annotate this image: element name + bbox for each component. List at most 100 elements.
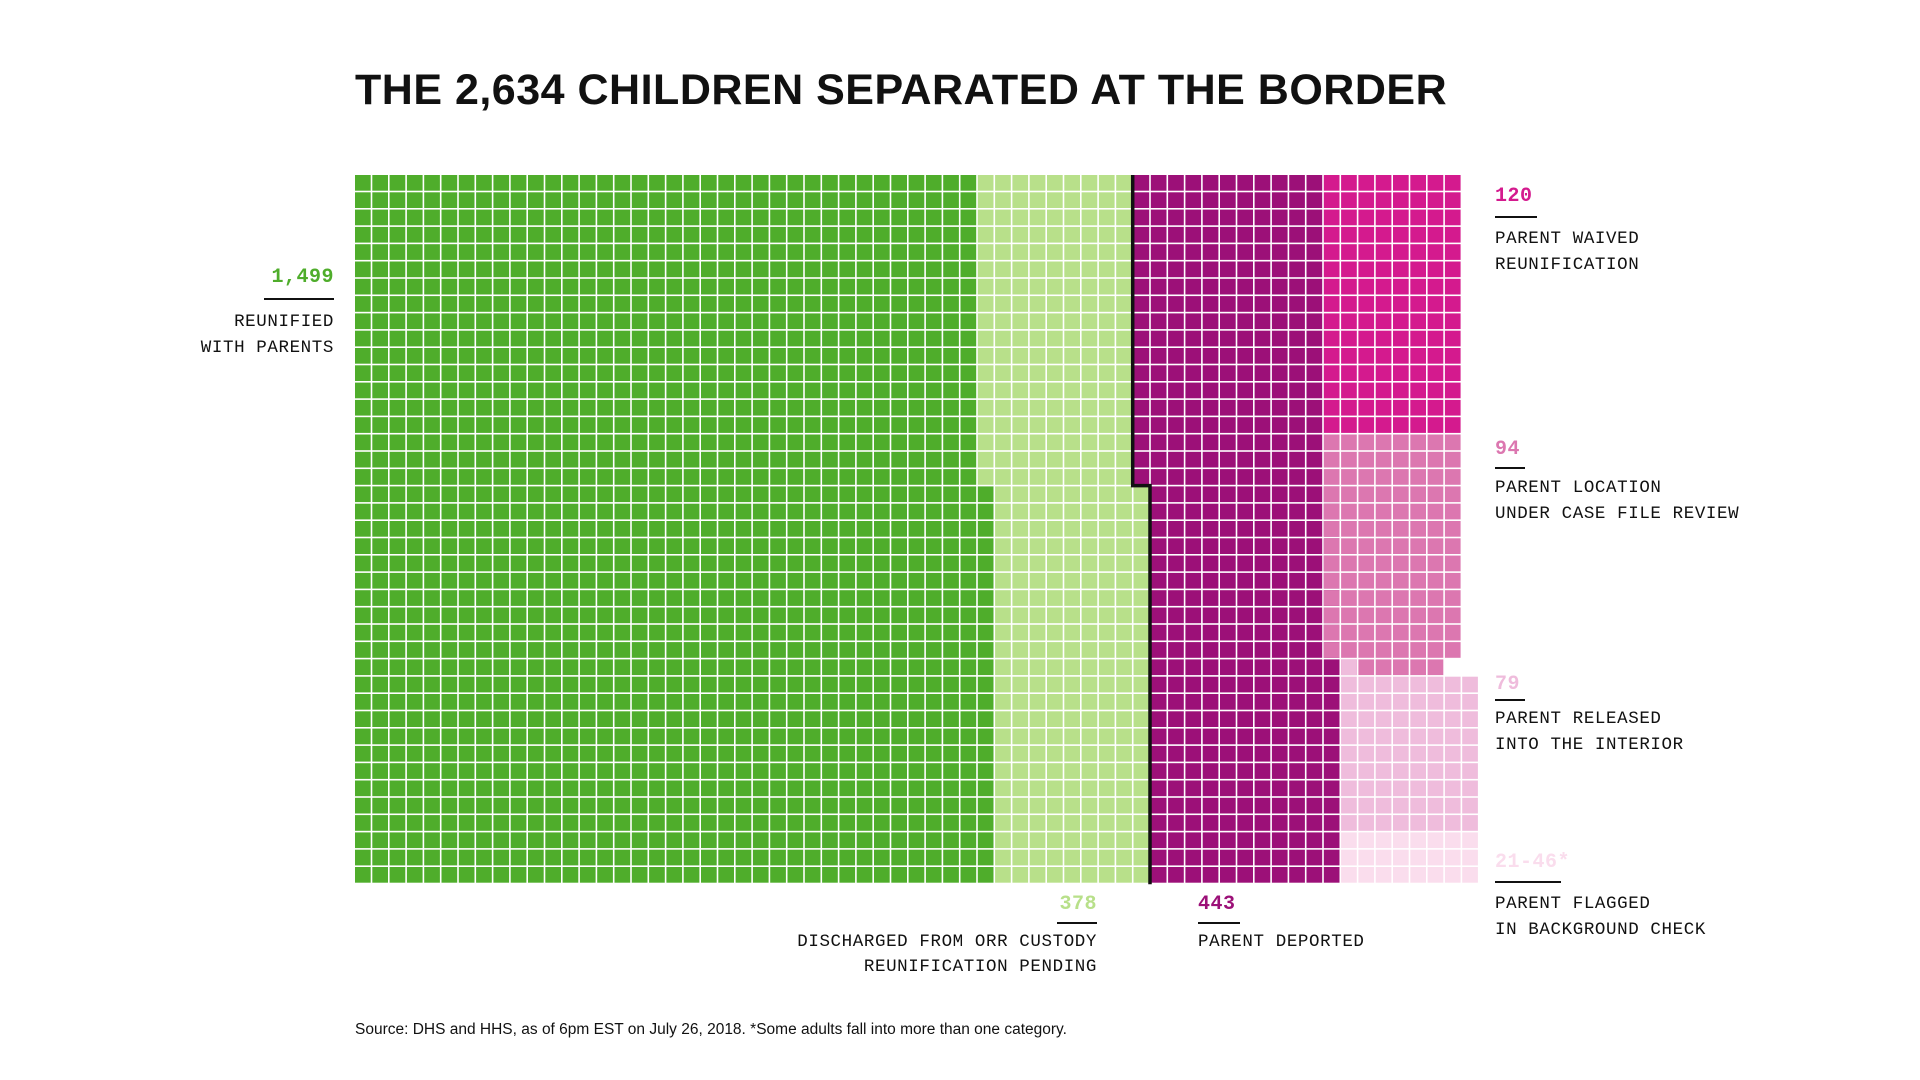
- discharged-cell: [1064, 503, 1080, 520]
- discharged-cell: [1029, 382, 1046, 399]
- reunified-cell: [528, 538, 544, 554]
- reunified-cell: [770, 642, 786, 658]
- deported-cell: [1254, 607, 1271, 624]
- reunified-cell: [649, 642, 665, 658]
- released-cell: [1375, 676, 1392, 693]
- reunified-cell: [631, 555, 648, 572]
- waived-cell: [1323, 261, 1340, 278]
- reunified-cell: [977, 486, 994, 503]
- reunified-cell: [977, 780, 994, 797]
- reunified-cell: [977, 521, 994, 537]
- discharged-cell: [1012, 226, 1029, 243]
- deported-cell: [1271, 797, 1288, 814]
- deported-cell: [1271, 175, 1288, 191]
- discharged-cell: [1098, 296, 1115, 312]
- deported-cell: [1289, 538, 1305, 554]
- discharged-cell: [1116, 434, 1132, 451]
- reunified-cell: [822, 313, 838, 330]
- deported-cell: [1185, 521, 1202, 537]
- released-cell: [1410, 815, 1426, 831]
- deported-cell: [1237, 399, 1253, 416]
- discharged-cell: [1047, 728, 1063, 745]
- reunified-cell: [424, 261, 440, 278]
- deported-cell: [1202, 434, 1219, 451]
- reunified-cell: [770, 451, 786, 468]
- discharged-cell: [1116, 313, 1132, 330]
- reunified-cell: [510, 296, 527, 312]
- reunified-cell: [631, 382, 648, 399]
- reunified-cell: [752, 469, 769, 485]
- discharged-cell: [1081, 261, 1098, 278]
- reunified-cell: [614, 313, 631, 330]
- reunified-cell: [649, 313, 665, 330]
- reunified-cell: [752, 607, 769, 624]
- deported-cell: [1202, 209, 1219, 226]
- reunified-cell: [389, 624, 406, 641]
- reunified-cell: [977, 607, 994, 624]
- reunified-cell: [701, 296, 717, 312]
- deported-cell: [1168, 694, 1184, 710]
- deported-cell: [1271, 348, 1288, 364]
- reunified-cell: [545, 607, 561, 624]
- deported-cell: [1254, 780, 1271, 797]
- reunified-cell: [476, 590, 492, 606]
- discharged-cell: [1064, 676, 1080, 693]
- reunified-cell: [874, 624, 890, 641]
- discharged-cell: [1064, 763, 1080, 779]
- reunified-cell: [614, 209, 631, 226]
- reunified-cell: [891, 365, 907, 381]
- discharged-cell: [1029, 676, 1046, 693]
- deported-cell: [1168, 607, 1184, 624]
- reunified-cell: [614, 711, 631, 727]
- reunified-cell: [493, 486, 510, 503]
- reunified-cell: [718, 417, 734, 433]
- reunified-cell: [666, 209, 683, 226]
- discharged-cell: [1116, 348, 1132, 364]
- deported-cell: [1237, 572, 1253, 589]
- deported-cell: [1237, 642, 1253, 658]
- reunified-cell: [822, 745, 838, 762]
- discharged-cell: [1047, 434, 1063, 451]
- reunified-cell: [891, 192, 907, 208]
- deported-cell: [1185, 399, 1202, 416]
- deported-cell: [1202, 244, 1219, 260]
- deported-cell: [1237, 451, 1253, 468]
- released-cell: [1410, 780, 1426, 797]
- deported-cell: [1254, 399, 1271, 416]
- waived-cell: [1341, 175, 1357, 191]
- reunified-cell: [787, 780, 804, 797]
- deported-cell: [1237, 417, 1253, 433]
- waived-cell: [1410, 365, 1426, 381]
- reunified-cell: [977, 815, 994, 831]
- deported-cell: [1185, 745, 1202, 762]
- deported-cell: [1271, 832, 1288, 849]
- reunified-cell: [701, 503, 717, 520]
- reunified-cell: [822, 469, 838, 485]
- discharged-cell: [1064, 226, 1080, 243]
- deported-cell: [1150, 728, 1167, 745]
- discharged-cell: [1064, 797, 1080, 814]
- reunified-cell: [562, 278, 579, 295]
- reunified-cell: [925, 711, 942, 727]
- deported-cell: [1271, 382, 1288, 399]
- reunified-cell: [891, 780, 907, 797]
- released-cell: [1375, 797, 1392, 814]
- reunified-cell: [908, 209, 925, 226]
- reunified-cell: [562, 711, 579, 727]
- discharged-cell: [1098, 209, 1115, 226]
- reunified-cell: [874, 348, 890, 364]
- reunified-cell: [666, 832, 683, 849]
- reunified-cell: [822, 849, 838, 866]
- reunified-cell: [925, 469, 942, 485]
- discharged-cell: [1133, 694, 1150, 710]
- discharged-cell: [1064, 382, 1080, 399]
- deported-cell: [1220, 849, 1236, 866]
- reunified-cell: [856, 676, 873, 693]
- reunified-value: 1,499: [271, 266, 334, 289]
- reunified-cell: [458, 278, 475, 295]
- reunified-cell: [476, 797, 492, 814]
- reunified-cell: [718, 451, 734, 468]
- discharged-cell: [1012, 728, 1029, 745]
- reunified-cell: [666, 451, 683, 468]
- reunified-cell: [545, 399, 561, 416]
